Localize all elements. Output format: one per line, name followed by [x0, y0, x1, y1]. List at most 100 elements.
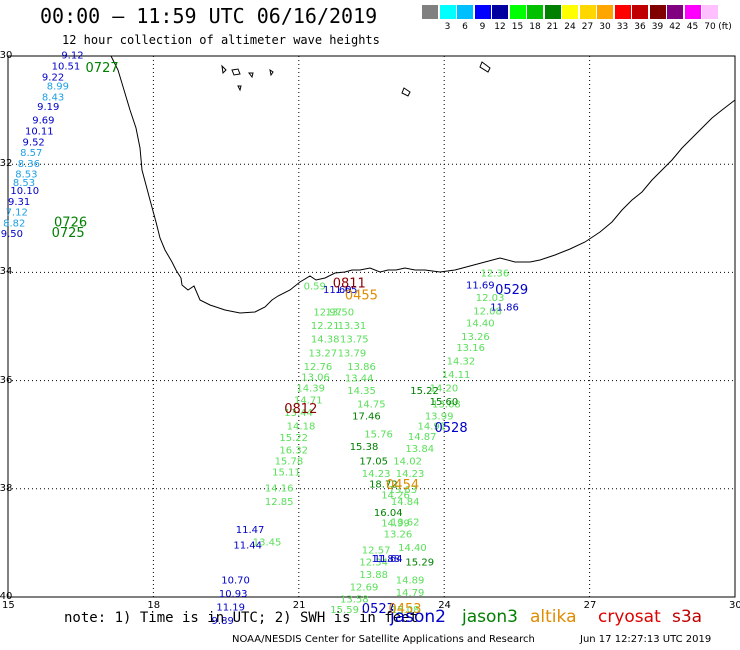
pass-time-label: 0455 [345, 288, 378, 303]
wave-height-value: 11.88 [372, 554, 401, 565]
credit-timestamp: Jun 17 12:27:13 UTC 2019 [580, 634, 712, 645]
legend-swatch [439, 5, 456, 19]
legend-swatch [527, 5, 543, 19]
legend-swatch [684, 5, 701, 19]
pass-time-label: 0726 [54, 215, 87, 230]
wave-height-value: 13.58 [340, 594, 369, 605]
wave-height-value: 10.93 [219, 589, 248, 600]
latitude-tick-label: -32 [0, 158, 13, 170]
wave-height-value: 14.84 [391, 497, 420, 508]
wave-height-value: 15.38 [350, 442, 379, 453]
legend-label: 3 [444, 22, 451, 32]
coastline [110, 55, 736, 314]
wave-height-value: 13.44 [284, 408, 313, 419]
legend-swatch [474, 5, 491, 19]
wave-height-value: 13.84 [405, 444, 434, 455]
wave-height-value: 18.72 [369, 480, 398, 491]
wave-height-value: 0.59 [304, 282, 326, 293]
legend-label: 39 [651, 22, 664, 32]
wave-height-value: 15.11 [272, 467, 301, 478]
wave-height-value: 14.87 [408, 432, 437, 443]
wave-height-value: 13.44 [345, 374, 374, 385]
wave-height-value: 17.05 [359, 456, 388, 467]
wave-height-value: 12.69 [350, 583, 379, 594]
pass-time-label: 0527 [362, 602, 395, 617]
wave-height-value: 13.62 [391, 518, 420, 529]
pass-time-label: 0811 [333, 277, 366, 292]
pass-time-label: 0727 [86, 61, 119, 76]
legend-label: 18 [529, 22, 541, 32]
latitude-tick-label: -38 [0, 482, 13, 494]
wave-height-value: 10.11 [25, 126, 54, 137]
legend-swatch [509, 5, 526, 19]
legend-swatch [597, 5, 613, 19]
map-subtitle: 12 hour collection of altimeter wave hei… [62, 33, 380, 47]
wave-height-value: 12.85 [265, 497, 294, 508]
wave-height-value: 13.79 [338, 348, 367, 359]
wave-height-value: 14.89 [396, 575, 425, 586]
map-note: note: 1) Time is in UTC; 2) SWH is in fe… [64, 610, 419, 626]
wave-height-value: 14.18 [287, 421, 316, 432]
legend-label: 42 [669, 22, 681, 32]
wave-height-value: 11.19 [216, 603, 245, 614]
island-outline [237, 85, 242, 92]
wave-height-value: 8.99 [47, 82, 69, 93]
legend-label: 33 [616, 22, 629, 32]
legend-swatch [544, 5, 561, 19]
legend-swatch [562, 5, 578, 19]
satellite-legend-altika: altika [530, 607, 577, 627]
wave-height-value: 9.19 [37, 102, 59, 113]
wave-height-value: 8.82 [3, 218, 25, 229]
legend-swatch [492, 5, 508, 19]
satellite-legend-jason2: jason2 [390, 607, 446, 627]
wave-height-value: 11.86 [490, 302, 519, 313]
legend-swatch [667, 5, 683, 19]
legend-label: 45 [686, 22, 699, 32]
latitude-tick-label: -30 [0, 50, 13, 61]
wave-height-value: 12.08 [473, 307, 502, 318]
island-outline [401, 87, 411, 97]
latitude-tick-label: -34 [0, 266, 13, 278]
wave-height-value: 13.27 [308, 348, 337, 359]
wave-height-value: 7.12 [6, 208, 28, 219]
wave-height-value: 13.68 [432, 400, 461, 411]
pass-time-label: 0725 [52, 226, 85, 241]
wave-height-value: 16.32 [279, 446, 308, 457]
wave-height-value: 13.16 [456, 343, 485, 354]
legend-unit: (ft) [718, 22, 732, 32]
wave-height-value: 14.23 [362, 469, 391, 480]
wave-height-value: 14.40 [398, 543, 427, 554]
wave-height-value: 15.78 [275, 456, 304, 467]
wave-height-value: 11.69 [466, 281, 495, 292]
wave-height-value: 12.03 [476, 293, 505, 304]
wave-height-value: 15.29 [405, 558, 434, 569]
legend-swatch [614, 5, 631, 19]
pass-time-label: 0454 [386, 478, 419, 493]
wave-height-value: 9.50 [1, 229, 23, 240]
wave-height-value: 14.38 [311, 335, 340, 346]
wave-height-value: 14.11 [442, 370, 471, 381]
legend-label: 24 [564, 22, 576, 32]
wave-height-value: 15.60 [430, 397, 459, 408]
wave-height-value: 12.34 [359, 558, 388, 569]
wave-height-value: 12.36 [481, 269, 510, 280]
longitude-tick-label: 21 [292, 600, 306, 611]
pass-time-label: 0528 [435, 421, 468, 436]
wave-height-value: 14.99 [381, 519, 410, 530]
wave-height-value: 16.04 [374, 508, 403, 519]
wave-height-value: 9.12 [61, 51, 83, 62]
legend-label: 6 [462, 22, 468, 32]
legend-swatch [457, 5, 473, 19]
wave-height-value: 14.75 [357, 400, 386, 411]
wave-height-value: 14.32 [447, 356, 476, 367]
satellite-legend-jason3: jason3 [462, 607, 518, 627]
satellite-legend-cryosat: cryosat [598, 607, 661, 627]
satellite-legend-s3a: s3a [672, 607, 703, 627]
wave-height-value: 8.36 [18, 159, 40, 170]
legend-swatch [632, 5, 648, 19]
map-title: 00:00 – 11:59 UTC 06/16/2019 [40, 4, 378, 28]
legend-swatch [649, 5, 666, 19]
wave-height-value: 12.57 [362, 546, 391, 557]
longitude-tick-label: 15 [2, 600, 15, 611]
legend-label: 36 [634, 22, 646, 32]
